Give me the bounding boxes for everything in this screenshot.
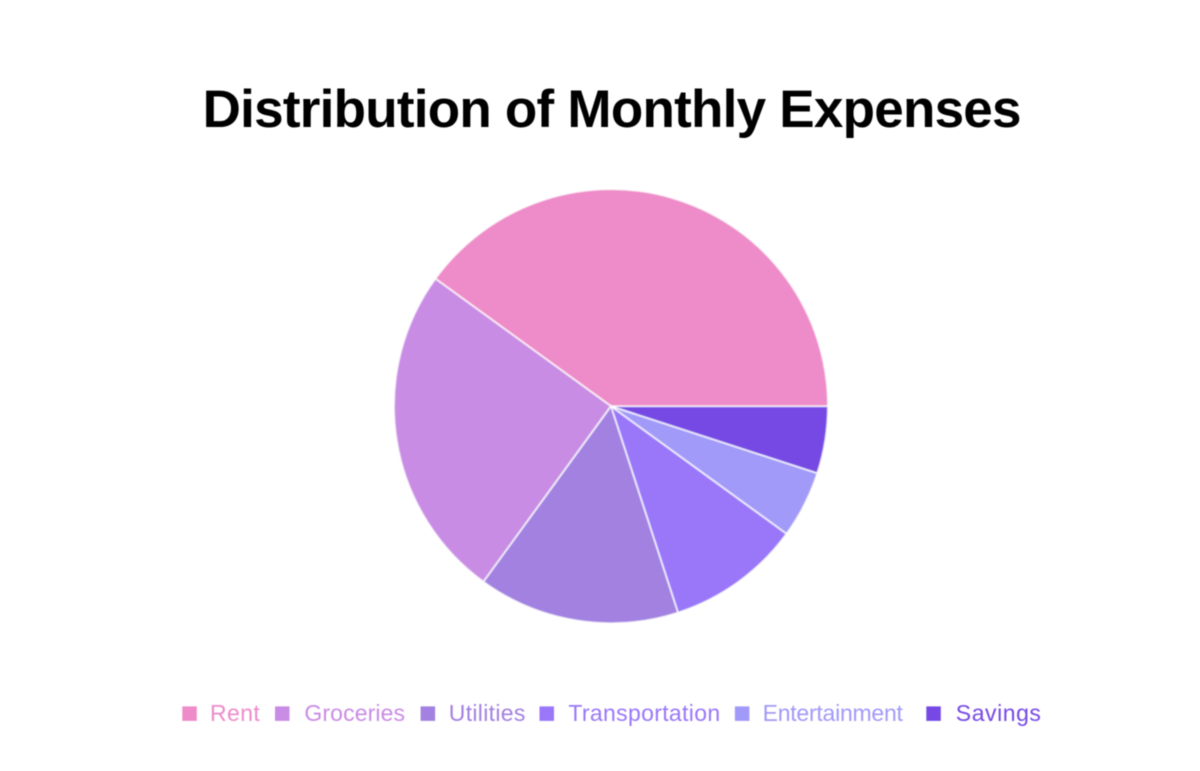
svg-text:Distribution of Monthly Expens: Distribution of Monthly Expenses [203,80,1021,139]
svg-text:Savings: Savings [956,700,1042,726]
svg-text:Utilities: Utilities [449,700,526,726]
svg-text:Transportation: Transportation [568,700,720,726]
svg-text:Rent: Rent [210,700,260,726]
svg-text:Entertainment: Entertainment [763,700,904,726]
svg-text:Groceries: Groceries [304,700,405,726]
